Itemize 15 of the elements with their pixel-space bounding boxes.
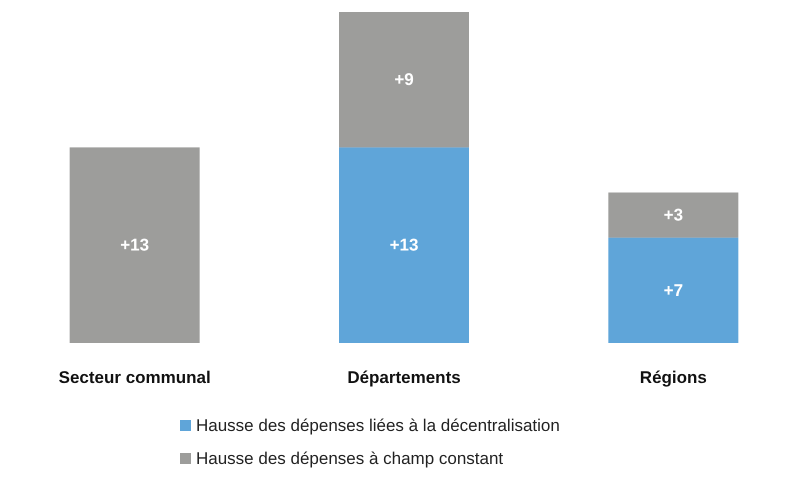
data-label: +7 <box>664 280 684 300</box>
x-tick-label: Régions <box>640 368 707 387</box>
bar <box>339 12 469 148</box>
data-label: +9 <box>394 70 414 90</box>
x-tick-label: Secteur communal <box>58 368 211 387</box>
data-label: +13 <box>120 236 150 255</box>
x-tick-label: Départements <box>347 368 461 387</box>
legend-label: Hausse des dépenses liées à la décentralisation <box>196 416 560 435</box>
bar <box>608 192 738 238</box>
bar <box>339 147 469 343</box>
bar <box>70 147 200 343</box>
data-label: +3 <box>664 206 684 225</box>
bar <box>608 238 738 343</box>
data-label: +13 <box>390 236 418 255</box>
legend-label: Hausse des dépenses à champ constant <box>196 449 504 468</box>
